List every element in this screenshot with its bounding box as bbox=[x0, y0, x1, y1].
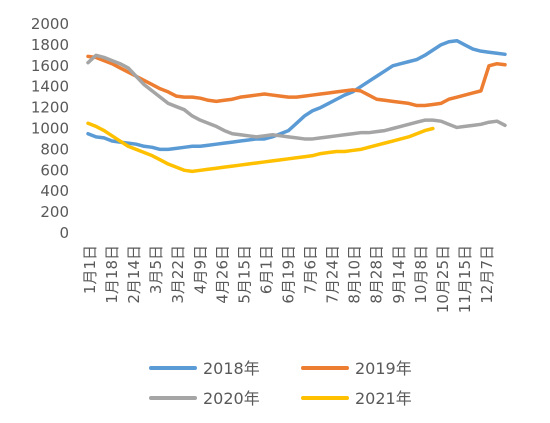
y-tick-label: 400 bbox=[40, 182, 69, 200]
x-tick-label: 8月10日 bbox=[346, 245, 364, 304]
series-line-0 bbox=[86, 38, 507, 152]
x-tick-label: 8月28日 bbox=[368, 245, 386, 304]
legend-label: 2018年 bbox=[203, 359, 260, 378]
x-tick-label: 4月26日 bbox=[213, 245, 231, 304]
y-tick-label: 800 bbox=[40, 140, 69, 158]
series-line-2 bbox=[86, 53, 507, 141]
series-lines bbox=[86, 38, 507, 174]
x-tick-label: 10月25日 bbox=[434, 245, 452, 313]
x-tick-label: 6月1日 bbox=[257, 245, 275, 294]
x-axis-ticks: 1月1日 1月18日 2月14日 3月5日 3月22日 4月9日 4月26日 5月15日 6月1… bbox=[81, 245, 496, 313]
y-tick-label: 1400 bbox=[31, 78, 69, 96]
y-tick-label: 600 bbox=[40, 161, 69, 179]
x-tick-label: 7月6日 bbox=[302, 245, 320, 294]
x-tick-label: 3月22日 bbox=[169, 245, 187, 304]
x-tick-label: 12月7日 bbox=[478, 245, 496, 304]
x-tick-label: 1月1日 bbox=[81, 245, 99, 294]
y-tick-label: 0 bbox=[59, 224, 69, 242]
x-tick-label: 1月18日 bbox=[103, 245, 121, 304]
legend-label: 2019年 bbox=[355, 359, 412, 378]
legend-label: 2020年 bbox=[203, 389, 260, 408]
x-tick-label: 3月5日 bbox=[147, 245, 165, 294]
series-line-1 bbox=[86, 54, 507, 108]
series-line-3 bbox=[86, 121, 435, 174]
x-tick-label: 6月19日 bbox=[280, 245, 298, 304]
y-tick-label: 1000 bbox=[31, 120, 69, 138]
x-tick-label: 4月9日 bbox=[191, 245, 209, 294]
x-tick-label: 11月15日 bbox=[456, 245, 474, 313]
y-tick-label: 2000 bbox=[31, 15, 69, 33]
legend-label: 2021年 bbox=[355, 389, 412, 408]
x-tick-label: 2月14日 bbox=[125, 245, 143, 304]
x-tick-label: 7月24日 bbox=[324, 245, 342, 304]
y-tick-label: 1800 bbox=[31, 36, 69, 54]
y-axis-ticks: 0 200 400 600 800 1000 1200 1400 1600 1800 2000 bbox=[31, 15, 69, 242]
x-tick-label: 5月15日 bbox=[235, 245, 253, 304]
y-tick-label: 1600 bbox=[31, 57, 69, 75]
x-tick-label: 9月14日 bbox=[390, 245, 408, 304]
y-tick-label: 200 bbox=[40, 203, 69, 221]
y-tick-label: 1200 bbox=[31, 99, 69, 117]
legend: 2018年 2019年 2020年 2021年 bbox=[149, 359, 412, 408]
x-tick-label: 10月8日 bbox=[412, 245, 430, 304]
